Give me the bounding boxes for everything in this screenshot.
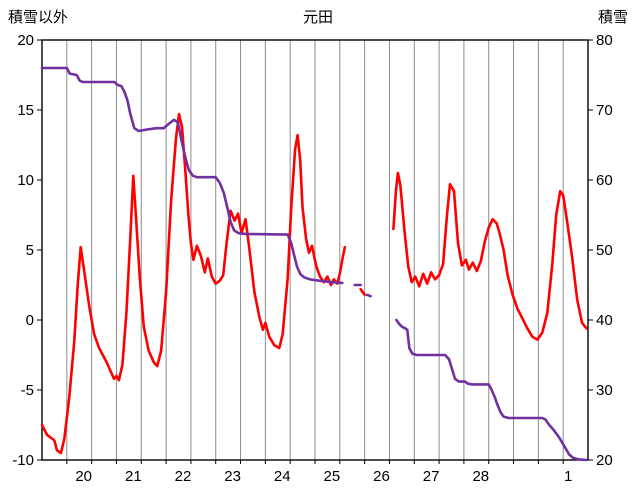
series-line [359, 287, 366, 297]
left-axis-tick-label: -10 [12, 452, 34, 469]
x-axis-day-label: 25 [324, 468, 341, 485]
left-axis-tick-label: 15 [17, 102, 34, 119]
left-axis-tick-label: 10 [17, 172, 34, 189]
x-axis-day-label: 26 [373, 468, 390, 485]
right-axis-tick-label: 60 [596, 172, 613, 189]
x-axis-day-label: 22 [175, 468, 192, 485]
x-axis-day-label: 28 [472, 468, 489, 485]
left-axis-tick-label: 5 [26, 242, 34, 259]
right-axis-tick-label: 70 [596, 102, 613, 119]
left-axis-tick-label: 20 [17, 32, 34, 49]
x-axis-day-label: 20 [75, 468, 92, 485]
series-line [395, 318, 588, 462]
x-axis-day-label: 23 [224, 468, 241, 485]
series-line [40, 66, 344, 285]
right-axis-tick-label: 30 [596, 382, 613, 399]
left-axis-title: 積雪以外 [8, 9, 69, 26]
series-line [392, 171, 588, 341]
right-axis-tick-label: 80 [596, 32, 613, 49]
series-line [40, 112, 347, 455]
x-axis-day-label: 27 [423, 468, 440, 485]
right-axis-tick-label: 20 [596, 452, 613, 469]
right-axis-title: 積雪 [597, 9, 628, 26]
left-axis-tick-label: -5 [21, 382, 34, 399]
left-axis-tick-label: 0 [26, 312, 34, 329]
x-axis-day-label: 21 [125, 468, 142, 485]
x-axis-day-label: 24 [274, 468, 291, 485]
series-line [365, 293, 372, 298]
right-axis-tick-label: 50 [596, 242, 613, 259]
x-axis-day-label: 1 [564, 468, 572, 485]
right-axis-tick-label: 40 [596, 312, 613, 329]
chart-title: 元田 [302, 9, 333, 26]
